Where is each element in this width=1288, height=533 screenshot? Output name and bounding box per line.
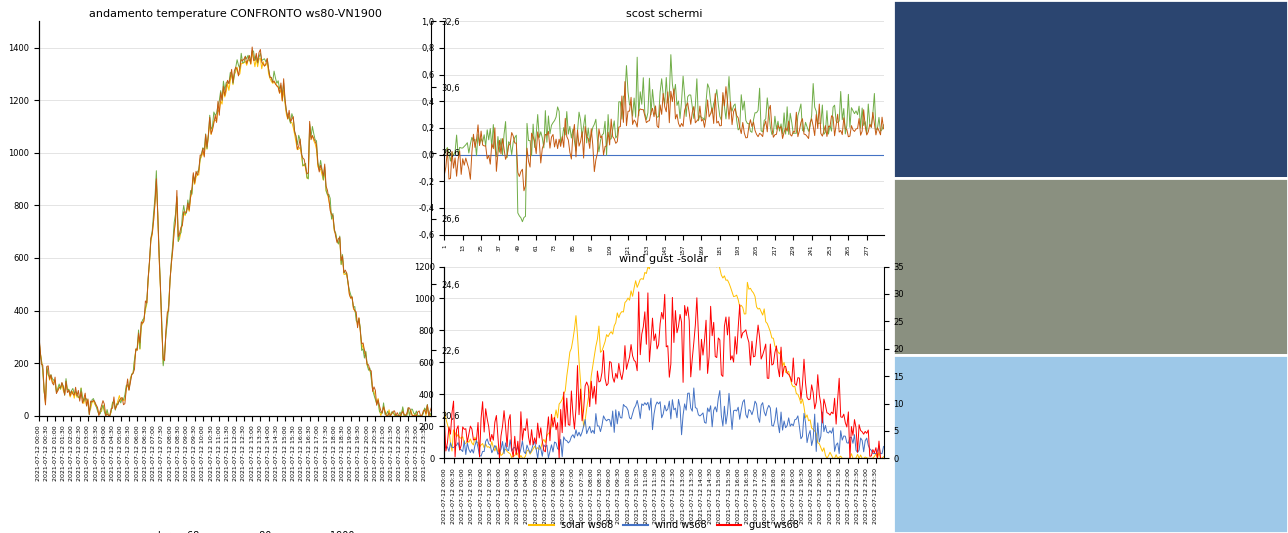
Bar bbox=[893, 0, 1288, 177]
Bar bbox=[893, 356, 1288, 533]
Title: andamento temperature CONFRONTO ws80-VN1900: andamento temperature CONFRONTO ws80-VN1… bbox=[89, 9, 381, 19]
Bar bbox=[893, 177, 1288, 356]
Legend: solar ws68, wind ws68, gust ws68: solar ws68, wind ws68, gust ws68 bbox=[526, 516, 802, 533]
Legend: rif pro, diff ws80, diff vn1900: rif pro, diff ws80, diff vn1900 bbox=[538, 293, 790, 311]
Legend: solar ws68, ws80, vn1900: solar ws68, ws80, vn1900 bbox=[111, 527, 359, 533]
Title: scost schermi: scost schermi bbox=[626, 9, 702, 19]
Title: wind gust -solar: wind gust -solar bbox=[620, 254, 708, 264]
